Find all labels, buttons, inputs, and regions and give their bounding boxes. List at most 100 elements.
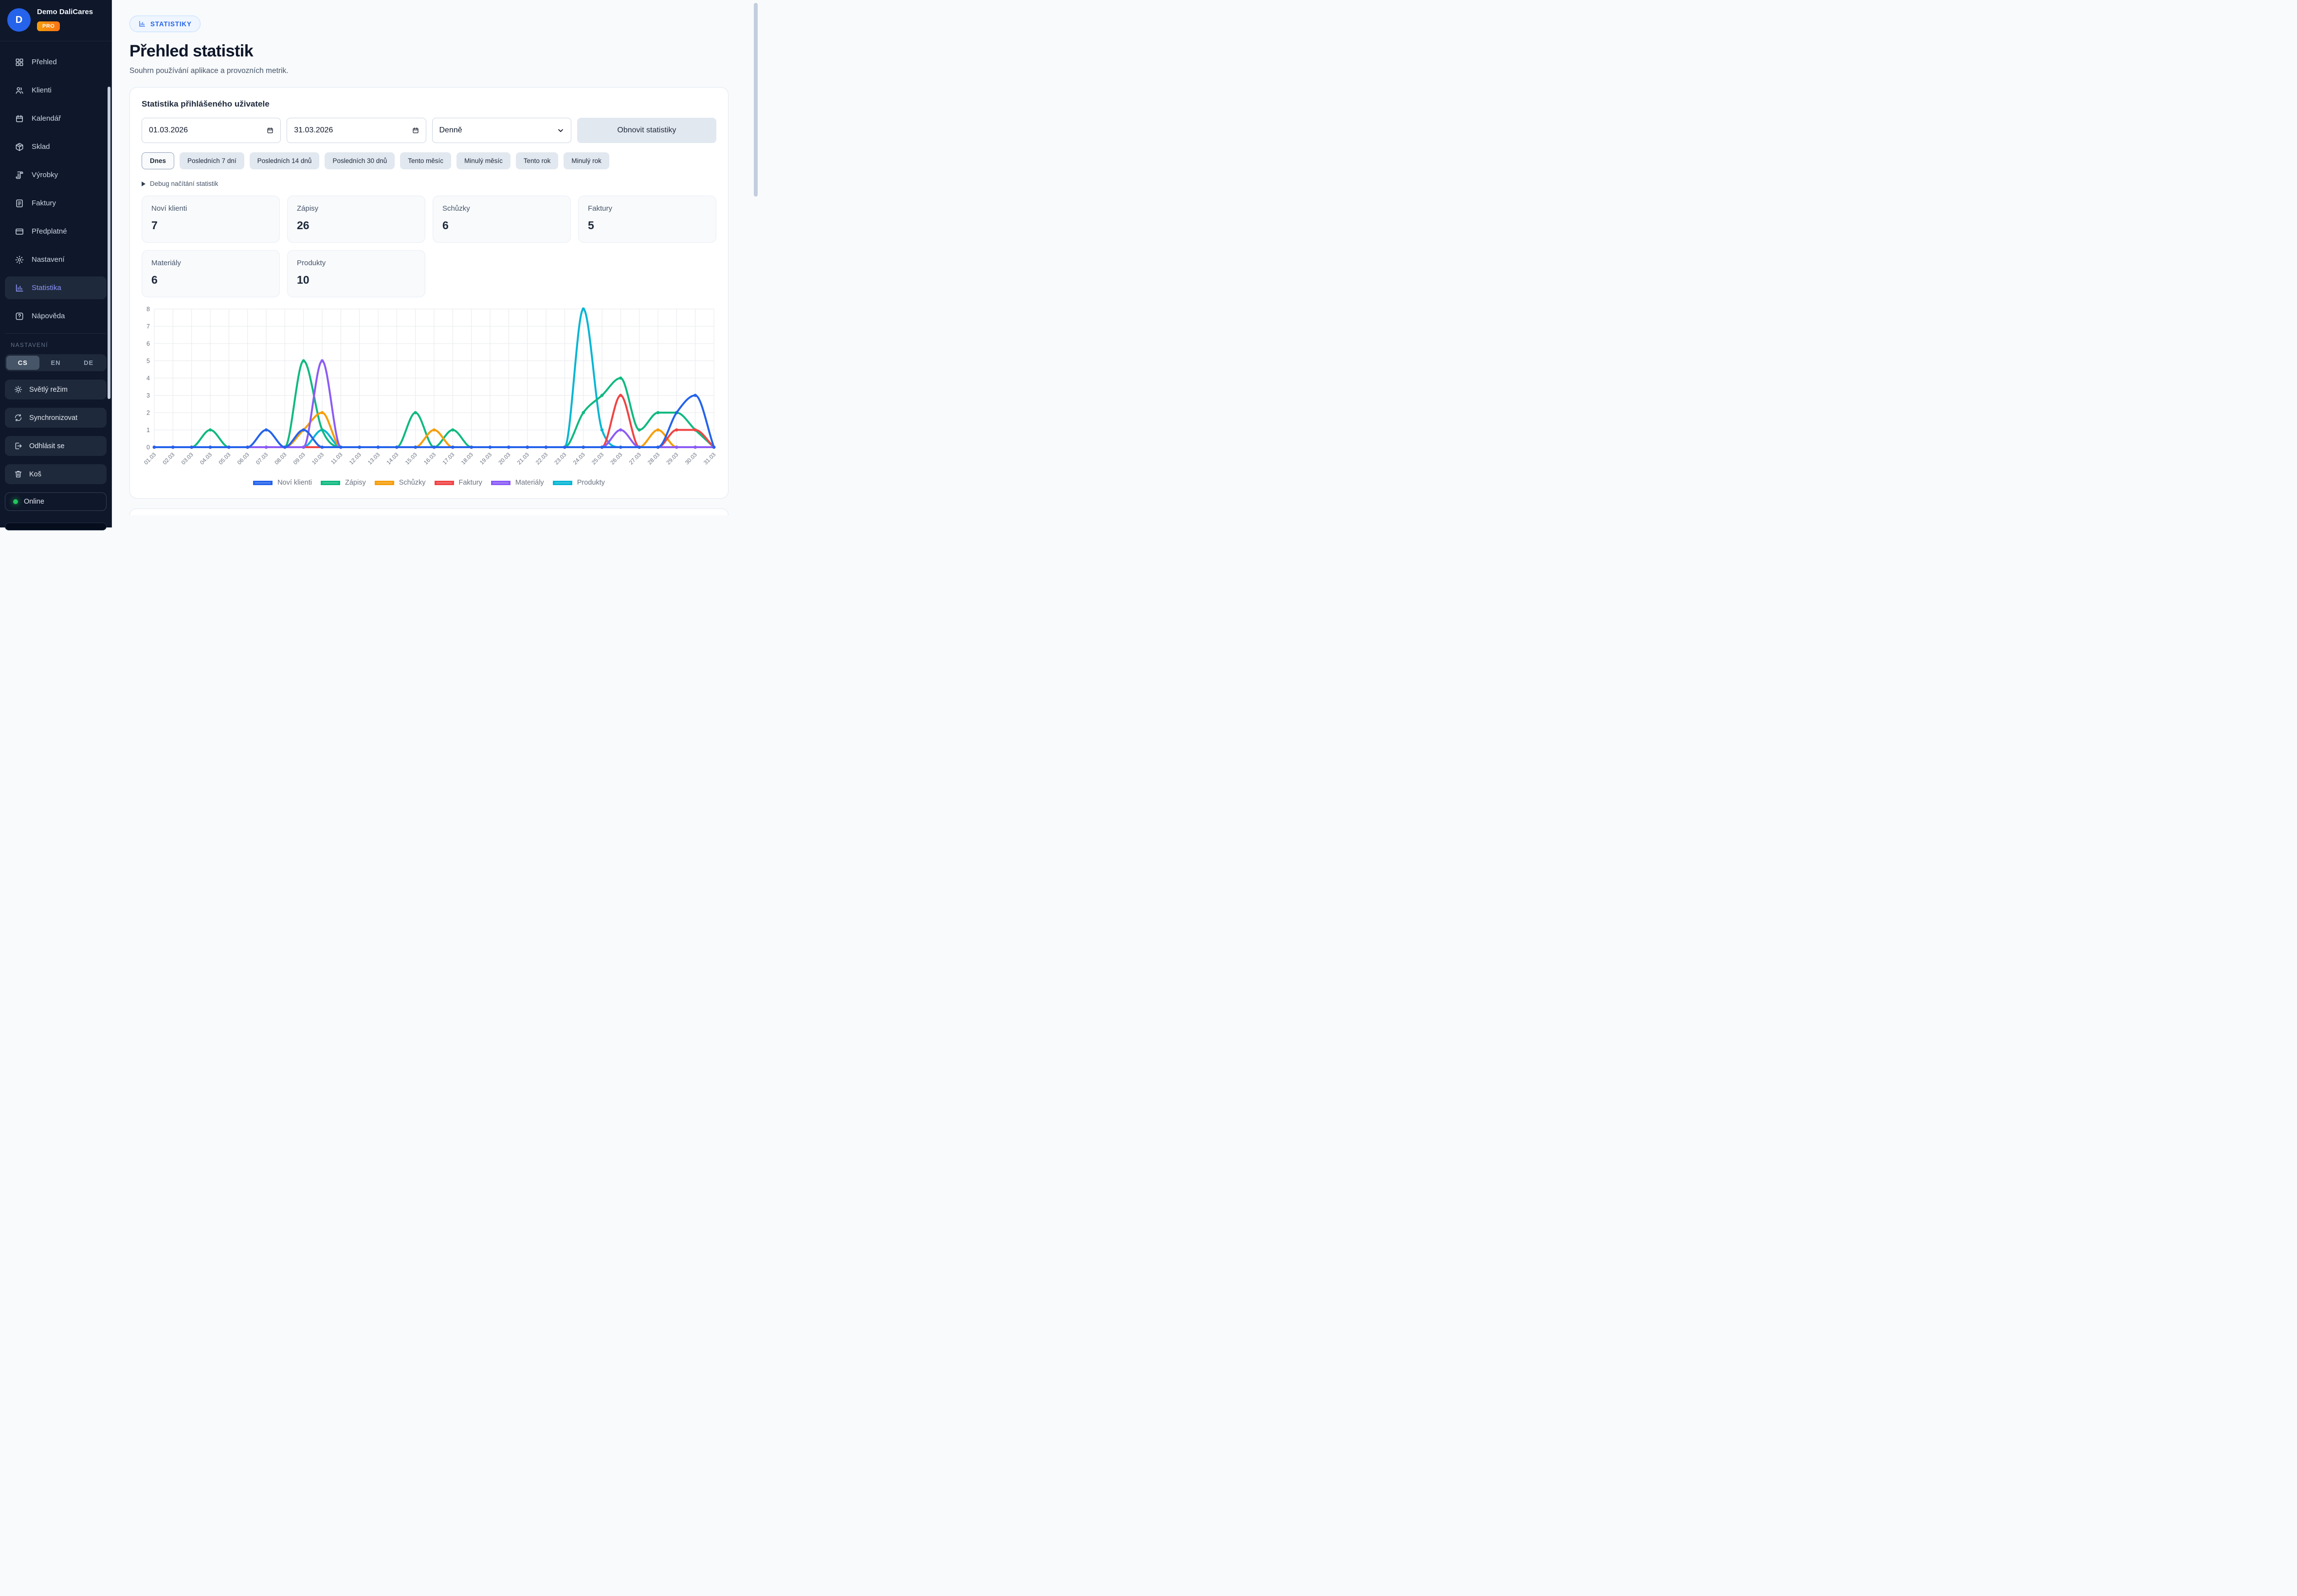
data-point[interactable] (320, 359, 324, 363)
sidebar-scrollbar[interactable] (108, 87, 110, 399)
data-point[interactable] (451, 445, 455, 449)
data-point[interactable] (675, 411, 678, 415)
date-to-input[interactable]: 31.03.2026 (287, 118, 426, 143)
legend-item[interactable]: Faktury (434, 479, 482, 487)
sidebar-item-kalendar[interactable]: Kalendář (5, 107, 107, 130)
data-point[interactable] (638, 445, 641, 449)
sidebar-item-prehled[interactable]: Přehled (5, 51, 107, 73)
data-point[interactable] (470, 445, 473, 449)
sidebar-item-label: Nastavení (32, 255, 65, 264)
data-point[interactable] (675, 445, 678, 449)
sidebar-item-statistika[interactable]: Statistika (5, 276, 107, 299)
data-point[interactable] (190, 445, 193, 449)
data-point[interactable] (582, 445, 585, 449)
avatar[interactable]: D (7, 8, 31, 32)
data-point[interactable] (656, 445, 660, 449)
quick-range-button[interactable]: Posledních 7 dní (180, 152, 244, 169)
data-point[interactable] (619, 394, 622, 397)
data-point[interactable] (600, 445, 604, 449)
main-scrollbar[interactable] (754, 3, 758, 197)
calendar-icon[interactable] (266, 127, 274, 134)
data-point[interactable] (600, 428, 604, 432)
legend-item[interactable]: Materiály (491, 479, 544, 487)
data-point[interactable] (208, 428, 212, 432)
data-point[interactable] (544, 445, 548, 449)
quick-range-button[interactable]: Minulý rok (564, 152, 609, 169)
data-point[interactable] (656, 411, 660, 415)
legend-item[interactable]: Produkty (552, 479, 605, 487)
quick-range-button[interactable]: Posledních 30 dnů (325, 152, 395, 169)
data-point[interactable] (693, 394, 697, 397)
calendar-icon[interactable] (412, 127, 419, 134)
sidebar-item-nastaveni[interactable]: Nastavení (5, 248, 107, 271)
svg-text:20.03: 20.03 (498, 452, 512, 466)
data-point[interactable] (563, 445, 566, 449)
data-point[interactable] (208, 445, 212, 449)
refresh-statistics-button[interactable]: Obnovit statistiky (577, 118, 716, 143)
data-point[interactable] (152, 445, 156, 449)
data-point[interactable] (414, 411, 417, 415)
debug-toggle[interactable]: Debug načítání statistik (142, 180, 716, 187)
sidebar-item-napoveda[interactable]: Nápověda (5, 305, 107, 327)
quick-range-button[interactable]: Tento měsíc (400, 152, 452, 169)
data-point[interactable] (302, 445, 305, 449)
data-point[interactable] (395, 445, 399, 449)
data-point[interactable] (358, 445, 361, 449)
data-point[interactable] (171, 445, 175, 449)
data-point[interactable] (414, 445, 417, 449)
data-point[interactable] (619, 376, 622, 380)
data-point[interactable] (675, 428, 678, 432)
sidebar-item-predplatne[interactable]: Předplatné (5, 220, 107, 243)
date-from-input[interactable]: 01.03.2026 (142, 118, 281, 143)
data-point[interactable] (320, 411, 324, 415)
data-point[interactable] (302, 428, 305, 432)
language-button-en[interactable]: EN (51, 359, 61, 366)
sidebar-item-sklad[interactable]: Sklad (5, 135, 107, 158)
data-point[interactable] (712, 445, 716, 449)
data-point[interactable] (488, 445, 492, 449)
quick-range-button[interactable]: Minulý měsíc (456, 152, 510, 169)
granularity-select[interactable]: Denně (432, 118, 571, 143)
legend-item[interactable]: Schůzky (374, 479, 426, 487)
data-point[interactable] (582, 411, 585, 415)
data-point[interactable] (600, 394, 604, 397)
data-point[interactable] (339, 445, 343, 449)
quick-range-button[interactable]: Tento rok (515, 152, 559, 169)
quick-range-button[interactable]: Dnes (142, 152, 175, 169)
refresh-button[interactable]: Synchronizovat (5, 408, 107, 428)
data-point[interactable] (376, 445, 380, 449)
data-point[interactable] (320, 445, 324, 449)
sidebar-item-vyrobky[interactable]: Výrobky (5, 163, 107, 186)
data-point[interactable] (283, 445, 287, 449)
data-point[interactable] (302, 359, 305, 363)
language-button-de[interactable]: DE (84, 359, 94, 366)
data-point[interactable] (432, 428, 436, 432)
sidebar-item-klienti[interactable]: Klienti (5, 79, 107, 102)
legend-item[interactable]: Noví klienti (253, 479, 312, 487)
data-point[interactable] (246, 445, 249, 449)
stat-value: 26 (297, 219, 310, 232)
data-point[interactable] (227, 445, 231, 449)
data-point[interactable] (693, 445, 697, 449)
side-button-label: Odhlásit se (29, 442, 65, 450)
data-point[interactable] (619, 428, 622, 432)
data-point[interactable] (526, 445, 529, 449)
data-point[interactable] (264, 445, 268, 449)
data-point[interactable] (320, 428, 324, 432)
quick-range-button[interactable]: Posledních 14 dnů (249, 152, 320, 169)
data-point[interactable] (451, 428, 455, 432)
data-point[interactable] (507, 445, 510, 449)
trash-button[interactable]: Koš (5, 464, 107, 484)
data-point[interactable] (638, 428, 641, 432)
logout-button[interactable]: Odhlásit se (5, 436, 107, 456)
sun-button[interactable]: Světlý režim (5, 380, 107, 399)
data-point[interactable] (432, 445, 436, 449)
data-point[interactable] (619, 445, 622, 449)
legend-item[interactable]: Zápisy (320, 479, 366, 487)
language-button-cs[interactable]: CS (6, 356, 39, 370)
sidebar-item-faktury[interactable]: Faktury (5, 192, 107, 215)
data-point[interactable] (264, 428, 268, 432)
data-point[interactable] (582, 307, 585, 311)
data-point[interactable] (693, 428, 697, 432)
data-point[interactable] (656, 428, 660, 432)
